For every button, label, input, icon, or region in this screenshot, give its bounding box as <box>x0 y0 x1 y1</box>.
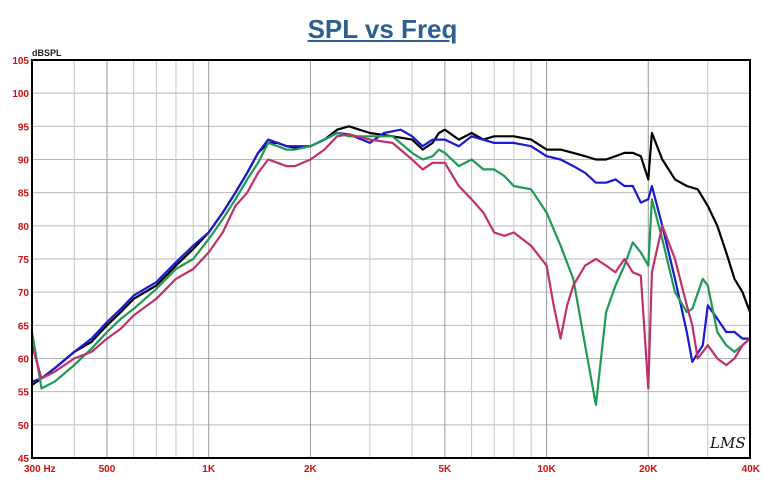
axis-labels: 45 50 55 60 65 70 75 80 85 90 95 100 105 300 Hz 500 1K 2… <box>12 56 760 475</box>
grid <box>31 59 751 459</box>
y-tick-label: 45 <box>18 454 30 465</box>
y-tick-label: 95 <box>18 122 30 133</box>
y-tick-label: 90 <box>18 156 30 167</box>
x-tick-label: 500 <box>99 464 116 475</box>
y-axis-label: dBSPL <box>32 48 62 58</box>
x-tick-label: 20K <box>639 464 658 475</box>
chart-title: SPL vs Freq <box>307 14 458 44</box>
y-tick-label: 55 <box>18 388 30 399</box>
lms-watermark: LMS <box>709 434 746 452</box>
x-tick-label: 2K <box>304 464 318 475</box>
series-line-1 <box>31 125 752 386</box>
x-tick-label: 40K <box>742 464 761 475</box>
y-tick-label: 80 <box>18 222 30 233</box>
series-line-2 <box>31 128 750 383</box>
x-tick-label: 10K <box>537 464 556 475</box>
series-line-4 <box>30 133 751 390</box>
y-tick-label: 85 <box>18 189 30 200</box>
x-tick-label: 5K <box>438 464 452 475</box>
y-tick-label: 50 <box>18 421 30 432</box>
x-tick-label: 300 Hz <box>24 464 56 475</box>
y-tick-label: 105 <box>12 56 29 67</box>
series-line-3 <box>30 131 751 406</box>
y-tick-label: 60 <box>18 355 30 366</box>
y-tick-label: 70 <box>18 288 30 299</box>
y-tick-label: 65 <box>18 321 30 332</box>
series-lines <box>30 125 752 406</box>
plot-frame <box>31 59 751 459</box>
x-tick-label: 1K <box>202 464 216 475</box>
y-tick-label: 75 <box>18 255 30 266</box>
y-tick-label: 100 <box>12 89 29 100</box>
